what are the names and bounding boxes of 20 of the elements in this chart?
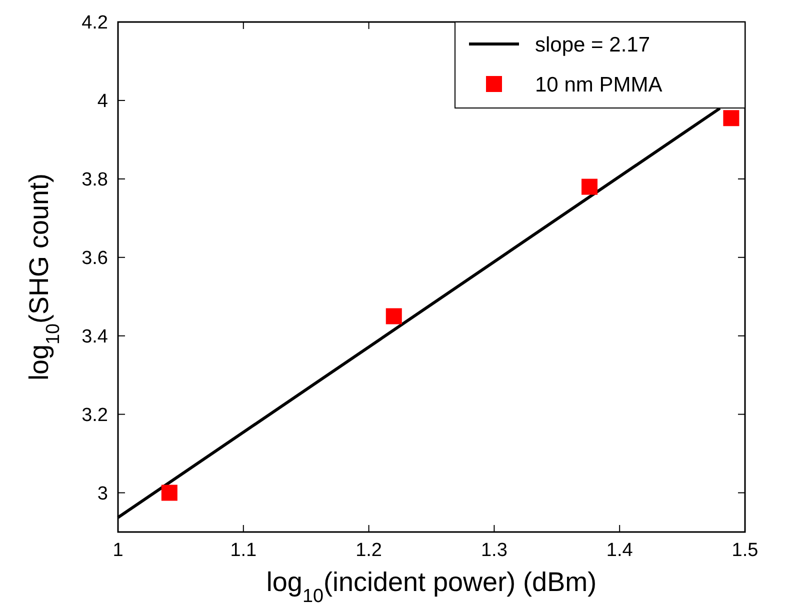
legend-label: 10 nm PMMA [535,73,662,96]
x-tick-label: 1.4 [606,540,634,561]
legend-label: slope = 2.17 [535,33,650,56]
point [723,110,740,126]
x-axis-title: log$_{10}$(incident power) (dBm) [266,567,597,606]
y-tick-label: 3 [97,483,108,504]
y-tick-label: 3.6 [82,248,108,270]
x-tick-label: 1.3 [480,540,508,561]
x-tick-label: 1.5 [732,540,758,561]
x-tick-label: 1.2 [356,540,382,561]
point [161,484,178,501]
y-tick-label: 3.4 [82,326,108,348]
point [386,308,402,324]
y-tick-label: 3.8 [82,170,108,191]
y-tick-label: 4 [97,91,108,112]
x-tick-label: 1 [112,540,124,561]
point [582,178,598,195]
y-tick-label: 3.2 [82,404,108,426]
x-tick-label: 1.1 [230,540,257,561]
y-tick-label: 4.2 [82,12,108,34]
